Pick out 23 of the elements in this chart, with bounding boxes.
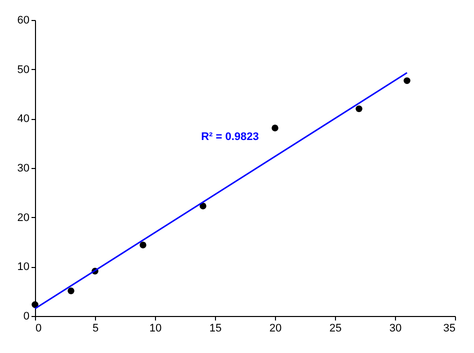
x-tick-label: 15 (209, 322, 222, 334)
x-tick-label: 35 (443, 322, 456, 334)
point (32, 301, 38, 308)
y-tick-label: 20 (17, 212, 30, 224)
annotation: R² = 0.9823 (201, 131, 259, 143)
y-tick-label: 10 (17, 261, 30, 274)
point (404, 77, 410, 84)
point (272, 124, 278, 132)
y-tick-label: 40 (17, 113, 30, 126)
y-tick-label: 0 (23, 310, 30, 322)
x-tick-label: 25 (329, 322, 342, 334)
x-tick-label: 20 (269, 322, 282, 334)
y-tick-label: 30 (17, 162, 30, 174)
x-tick-label: 30 (389, 322, 402, 334)
point (68, 287, 74, 294)
x-tick-label: 0 (36, 322, 42, 334)
y-tick-label: 60 (17, 14, 30, 26)
x-tick-label: 5 (92, 322, 99, 334)
point (140, 242, 146, 248)
point (356, 105, 362, 112)
y-tick-label: 50 (17, 64, 30, 76)
point (200, 202, 206, 210)
x-tick-label: 10 (149, 322, 162, 334)
